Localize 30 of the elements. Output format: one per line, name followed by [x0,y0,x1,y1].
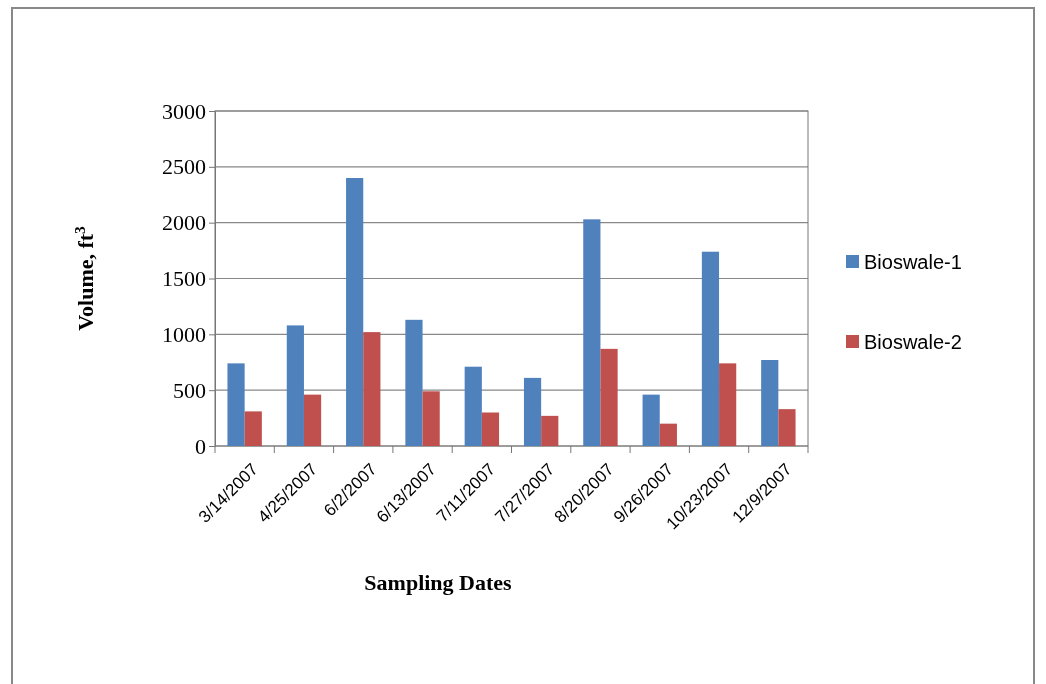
x-axis-title: Sampling Dates [364,570,513,595]
bar [303,394,322,446]
y-tick-label: 2000 [162,210,206,236]
y-tick-label: 1000 [162,321,206,347]
y-tick-label: 500 [173,377,206,403]
bar [422,391,440,446]
y-tick-label: 1500 [162,266,206,292]
bar [405,319,423,446]
bar [244,411,262,446]
bar [286,325,304,446]
bar [464,366,482,446]
bar [778,409,796,446]
bar [659,423,677,446]
bar [541,415,559,446]
y-tick-label: 2500 [162,154,206,180]
bar [642,394,660,446]
bar [363,332,381,446]
bar [719,363,737,446]
bar [523,377,542,446]
legend-label: Bioswale-1 [864,251,962,273]
bar [761,360,779,446]
bar [600,348,618,446]
bar [701,251,720,446]
bar [583,219,601,446]
legend-label: Bioswale-2 [864,331,962,353]
bar [227,363,245,446]
bar [346,178,364,446]
bar [481,412,500,446]
y-tick-label: 0 [195,433,206,459]
y-tick-label: 3000 [162,98,206,124]
